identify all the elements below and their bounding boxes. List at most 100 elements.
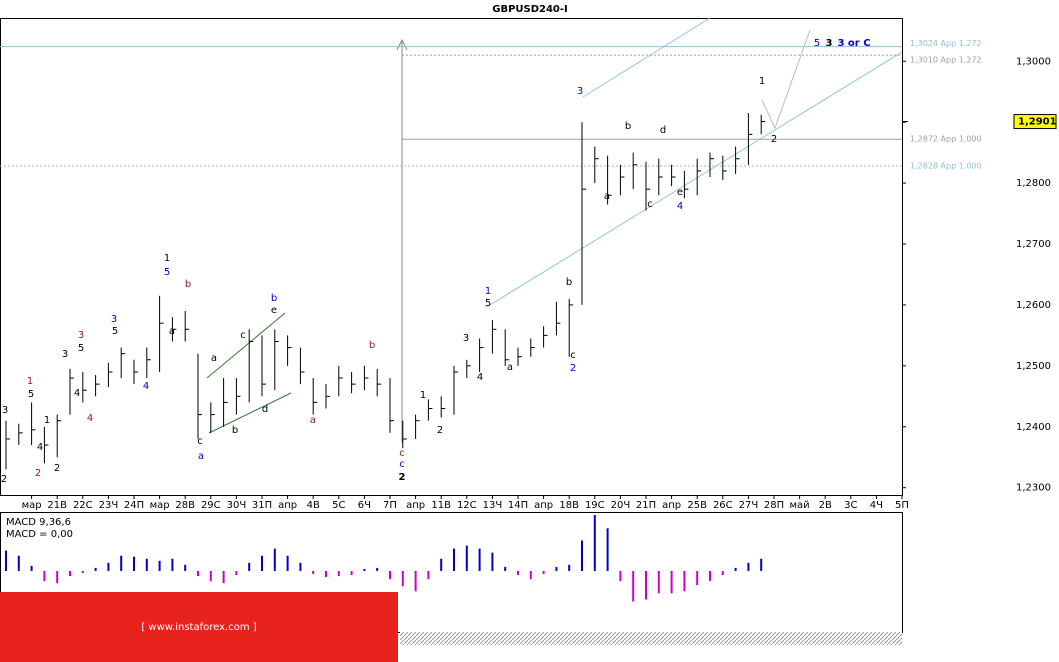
wave-label: 4	[143, 381, 149, 392]
wave-label: a	[507, 362, 513, 373]
x-tick-label: 25В	[687, 500, 707, 511]
wave-label: b	[232, 425, 238, 436]
wave-label: 1	[44, 415, 50, 426]
x-tick-label: 19С	[585, 500, 605, 511]
wave-label: 2	[399, 472, 406, 483]
y-tick-label: 1,3000	[1016, 56, 1051, 67]
x-tick-label: 27Ч	[739, 500, 759, 511]
x-tick-label: 4Ч	[870, 500, 883, 511]
x-tick-label: мар	[22, 500, 42, 511]
x-tick-label: 22С	[73, 500, 93, 511]
channel-line	[484, 51, 903, 309]
x-tick-label: 23Ч	[99, 500, 119, 511]
x-tick-label: 4В	[307, 500, 320, 511]
wave-label: 4	[477, 372, 483, 383]
level-label: 1,2828 App 1,000	[910, 162, 982, 171]
x-tick-label: апр	[278, 500, 297, 511]
wave-label: c	[647, 199, 653, 210]
wave-label: 2	[35, 468, 41, 479]
triangle-line	[208, 392, 292, 434]
wave-label: 4	[87, 413, 93, 424]
x-tick-label: 28В	[175, 500, 195, 511]
wave-label: b	[271, 293, 277, 304]
level-label: 1,2872 App 1,000	[910, 135, 982, 144]
hatch-strip	[400, 632, 902, 645]
wave-label: 2	[437, 425, 443, 436]
wave-label: 2	[54, 463, 60, 474]
triangle-line	[206, 312, 286, 379]
wave-label: 5	[28, 389, 34, 400]
x-tick-label: 21П	[636, 500, 656, 511]
level-label: 1,3024 App 1,272	[910, 39, 982, 48]
x-tick-label: 31П	[252, 500, 272, 511]
y-tick-label: 1,2800	[1016, 178, 1051, 189]
x-tick-label: 5С	[332, 500, 345, 511]
wave-label: 5	[164, 267, 170, 278]
wave-label: b	[625, 121, 631, 132]
wave-label: 1	[759, 76, 765, 87]
y-tick-label: 1,2500	[1016, 361, 1051, 372]
wave-label: 3	[78, 330, 84, 341]
wave-label: 1	[164, 253, 170, 264]
wave-label: c	[399, 459, 405, 470]
wave-label: 5	[112, 326, 118, 337]
x-tick-label: апр	[534, 500, 553, 511]
x-tick-label: 29С	[201, 500, 221, 511]
x-tick-label: 2В	[819, 500, 832, 511]
wave-label: e	[271, 305, 277, 316]
wave-label: 1	[485, 286, 491, 297]
projection-path	[761, 29, 811, 130]
wave-label: 1	[420, 390, 426, 401]
wave-label: a	[198, 451, 204, 462]
wave-label: b	[185, 279, 191, 290]
x-tick-label: 14П	[508, 500, 528, 511]
wave-label: d	[262, 404, 268, 415]
wave-label: 5	[814, 38, 820, 49]
wave-label: 3	[111, 314, 117, 325]
x-tick-label: 28П	[764, 500, 784, 511]
y-tick-label: 1,2400	[1016, 422, 1051, 433]
wave-label: a	[310, 415, 316, 426]
x-tick-label: 3С	[844, 500, 857, 511]
x-tick-label: 5П	[895, 500, 909, 511]
x-tick-label: мар	[150, 500, 170, 511]
x-tick-label: 7П	[383, 500, 397, 511]
wave-label: 3 or C	[837, 38, 870, 49]
wave-label: 2	[1, 474, 7, 485]
wave-label: c	[240, 330, 246, 341]
price-frame	[0, 18, 903, 496]
wave-label: c	[570, 350, 576, 361]
brand-banner	[0, 592, 398, 662]
wave-label: 2	[771, 134, 777, 145]
wave-label: a	[604, 191, 610, 202]
x-tick-label: 20Ч	[611, 500, 631, 511]
x-tick-label: май	[790, 500, 810, 511]
wave-label: a	[211, 353, 217, 364]
brand-text: [ www.instaforex.com ]	[141, 622, 256, 633]
wave-label: 1	[27, 376, 33, 387]
wave-label: c	[399, 448, 405, 459]
macd-value-label: MACD = 0,00	[6, 529, 73, 540]
x-tick-label: апр	[662, 500, 681, 511]
macd-label: MACD 9,36,6	[6, 517, 71, 528]
wave-label: d	[660, 125, 666, 136]
x-tick-label: апр	[406, 500, 425, 511]
y-tick-label: 1,2600	[1016, 300, 1051, 311]
wave-label: 3	[577, 86, 583, 97]
wave-label: a	[169, 326, 175, 337]
wave-label: 3	[826, 38, 833, 49]
wave-label: 2	[570, 363, 576, 374]
x-tick-label: 18В	[559, 500, 579, 511]
wave-label: e	[677, 187, 683, 198]
level-label: 1,3010 App 1,272	[910, 56, 982, 65]
x-tick-label: 24П	[124, 500, 144, 511]
wave-label: 4	[677, 201, 683, 212]
x-tick-label: 6Ч	[358, 500, 371, 511]
x-tick-label: 21В	[47, 500, 67, 511]
last-price-label: 1,2901	[1018, 117, 1057, 128]
wave-label: 3	[463, 333, 469, 344]
y-tick-label: 1,2700	[1016, 239, 1051, 250]
x-tick-label: 26С	[713, 500, 733, 511]
